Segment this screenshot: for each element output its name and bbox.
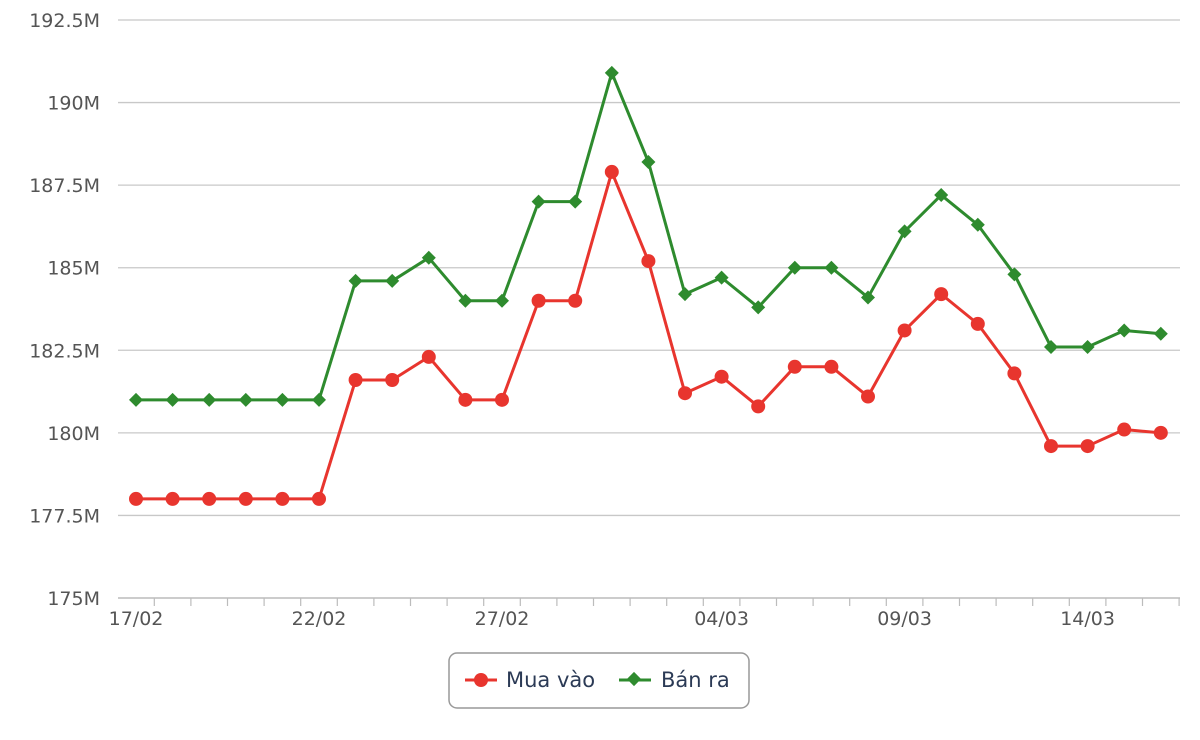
data-point-mua-vao[interactable] — [604, 164, 619, 179]
legend-item-ban-ra[interactable]: Bán ra — [619, 668, 730, 692]
x-tick-label: 04/03 — [694, 608, 749, 630]
data-point-mua-vao[interactable] — [275, 491, 290, 506]
data-point-ban-ra[interactable] — [824, 260, 839, 275]
data-point-mua-vao[interactable] — [1153, 425, 1168, 440]
data-point-ban-ra[interactable] — [275, 392, 290, 407]
series-line-mua-vao — [136, 170, 1161, 501]
legend-label-mua-vao: Mua vào — [506, 668, 595, 692]
data-point-ban-ra[interactable] — [568, 194, 583, 209]
legend-box — [448, 652, 750, 709]
data-point-ban-ra[interactable] — [458, 293, 473, 308]
data-point-ban-ra[interactable] — [641, 155, 656, 170]
data-point-ban-ra[interactable] — [714, 270, 729, 285]
data-point-ban-ra[interactable] — [1080, 339, 1095, 354]
data-point-mua-vao[interactable] — [312, 491, 326, 506]
y-tick-label: 185M — [47, 258, 100, 280]
legend[interactable]: Mua vào Bán ra — [448, 652, 750, 709]
data-point-ban-ra[interactable] — [678, 287, 692, 302]
x-tick-label: 27/02 — [475, 608, 530, 630]
y-tick-label: 177.5M — [29, 505, 100, 527]
data-point-ban-ra[interactable] — [1153, 326, 1168, 341]
series-layer — [129, 65, 1168, 506]
y-axis: 175M 177.5M 180M 182.5M 185M 187.5M 190M 192.5M — [29, 10, 100, 610]
legend-item-mua-vao[interactable]: Mua vào — [465, 668, 595, 692]
data-point-mua-vao[interactable] — [714, 369, 729, 384]
data-point-mua-vao[interactable] — [568, 293, 583, 308]
data-point-ban-ra[interactable] — [531, 194, 546, 209]
data-point-ban-ra[interactable] — [495, 293, 509, 308]
legend-circle-marker — [474, 673, 488, 687]
data-point-mua-vao[interactable] — [531, 293, 546, 308]
data-point-mua-vao[interactable] — [1044, 439, 1058, 454]
x-tick-label: 22/02 — [292, 608, 347, 630]
legend-label-ban-ra: Bán ra — [661, 668, 730, 692]
data-point-ban-ra[interactable] — [129, 392, 143, 407]
x-tick-label: 17/02 — [109, 608, 164, 630]
x-tick-label: 09/03 — [877, 608, 932, 630]
data-point-mua-vao[interactable] — [641, 254, 656, 269]
x-tick-label: 14/03 — [1060, 608, 1115, 630]
data-point-mua-vao[interactable] — [751, 399, 766, 414]
data-point-mua-vao[interactable] — [787, 359, 802, 374]
data-point-mua-vao[interactable] — [165, 491, 180, 506]
data-point-mua-vao[interactable] — [385, 373, 400, 388]
data-point-ban-ra[interactable] — [385, 273, 400, 288]
data-point-mua-vao[interactable] — [897, 323, 912, 338]
data-point-ban-ra[interactable] — [787, 260, 802, 275]
data-point-ban-ra[interactable] — [165, 392, 180, 407]
data-point-mua-vao[interactable] — [970, 316, 985, 331]
legend-diamond-marker — [626, 671, 642, 687]
data-point-mua-vao[interactable] — [421, 349, 436, 364]
data-point-ban-ra[interactable] — [934, 188, 949, 203]
data-point-ban-ra[interactable] — [751, 300, 766, 315]
y-tick-label: 180M — [47, 423, 100, 445]
data-point-mua-vao[interactable] — [348, 373, 363, 388]
data-point-ban-ra[interactable] — [897, 224, 912, 239]
data-point-ban-ra[interactable] — [861, 290, 875, 305]
data-point-mua-vao[interactable] — [824, 359, 839, 374]
data-point-mua-vao[interactable] — [1080, 439, 1095, 454]
data-point-mua-vao[interactable] — [678, 386, 692, 401]
data-point-mua-vao[interactable] — [458, 392, 473, 407]
x-axis: 17/02 22/02 27/02 04/03 09/03 14/03 — [109, 597, 1180, 630]
data-point-mua-vao[interactable] — [202, 491, 217, 506]
data-point-mua-vao[interactable] — [495, 392, 509, 407]
data-point-ban-ra[interactable] — [1007, 267, 1022, 282]
data-point-ban-ra[interactable] — [421, 250, 436, 265]
y-tick-label: 190M — [47, 93, 100, 115]
data-point-ban-ra[interactable] — [238, 392, 253, 407]
data-point-mua-vao[interactable] — [238, 491, 253, 506]
data-point-ban-ra[interactable] — [1117, 323, 1132, 338]
y-tick-label: 192.5M — [29, 10, 100, 32]
y-tick-label: 182.5M — [29, 340, 100, 362]
y-tick-label: 187.5M — [29, 175, 100, 197]
data-point-ban-ra[interactable] — [202, 392, 217, 407]
data-point-mua-vao[interactable] — [1007, 366, 1022, 381]
data-point-ban-ra[interactable] — [312, 392, 326, 407]
data-point-ban-ra[interactable] — [604, 65, 619, 80]
grid-lines — [118, 19, 1180, 517]
data-point-mua-vao[interactable] — [861, 389, 875, 404]
data-point-ban-ra[interactable] — [1044, 339, 1058, 354]
data-point-mua-vao[interactable] — [1117, 422, 1132, 437]
y-tick-label: 175M — [47, 588, 100, 610]
data-point-ban-ra[interactable] — [970, 217, 985, 232]
data-point-mua-vao[interactable] — [934, 287, 949, 302]
data-point-mua-vao[interactable] — [129, 491, 143, 506]
data-point-ban-ra[interactable] — [348, 273, 363, 288]
